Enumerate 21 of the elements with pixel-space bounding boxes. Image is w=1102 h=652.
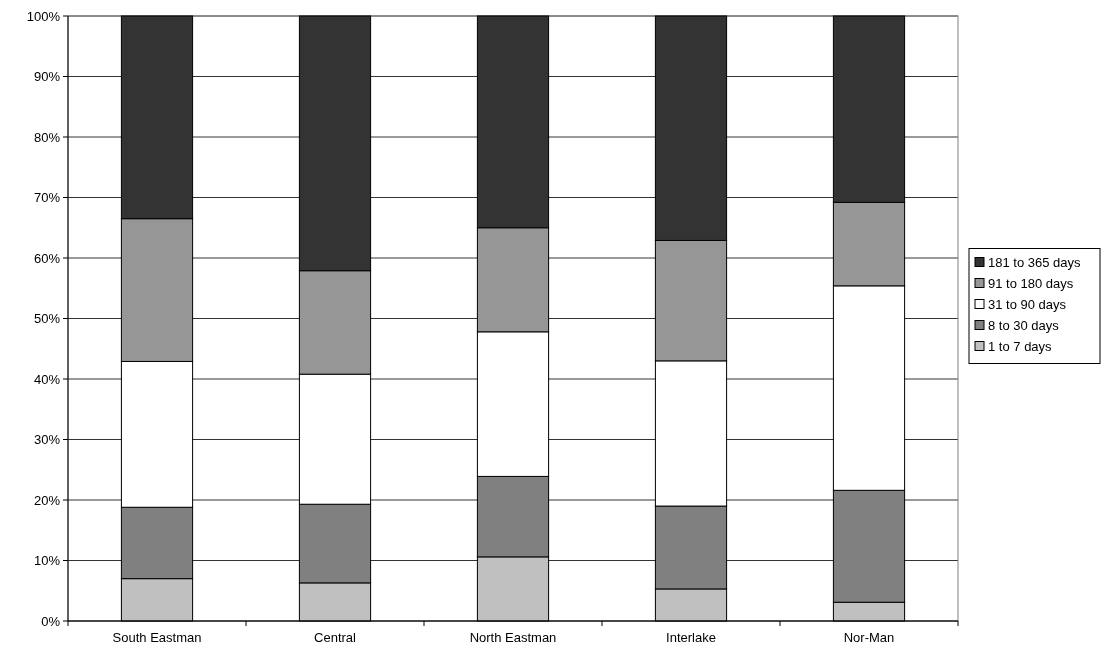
x-tick-label: South Eastman (112, 630, 202, 645)
y-tick-label: 20% (33, 492, 61, 508)
legend-label: 8 to 30 days (988, 317, 1060, 333)
y-tick-label: 60% (33, 250, 61, 266)
y-tick-label: 30% (33, 432, 61, 448)
x-tick-label: Central (314, 630, 357, 645)
x-tick-label: Nor-Man (843, 630, 895, 645)
x-tick-label: North Eastman (469, 630, 557, 645)
y-tick-label: 10% (33, 553, 61, 569)
x-tick-label: Interlake (666, 630, 716, 645)
y-tick-label: 80% (33, 129, 61, 145)
y-tick-label: 70% (33, 190, 61, 206)
y-tick-label: 0% (41, 613, 61, 629)
y-tick-label: 90% (33, 69, 61, 85)
y-tick-label: 40% (33, 371, 61, 387)
y-tick-label: 50% (33, 311, 61, 327)
legend-label: 181 to 365 days (988, 254, 1082, 270)
legend-label: 91 to 180 days (988, 275, 1074, 291)
legend-label: 31 to 90 days (988, 296, 1067, 312)
y-tick-label: 100% (26, 8, 61, 24)
legend-label: 1 to 7 days (988, 338, 1053, 354)
